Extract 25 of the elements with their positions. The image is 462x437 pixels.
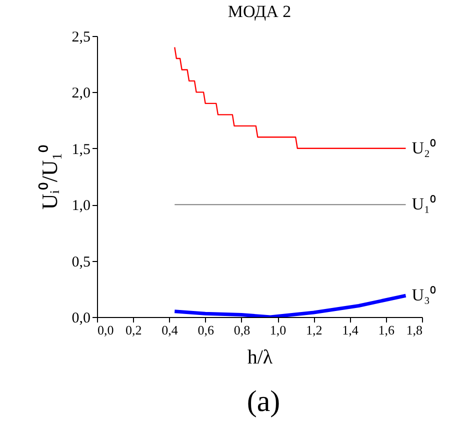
x-tick-label: 0,0: [98, 322, 114, 338]
line-series: [174, 46, 406, 149]
series-label: U₂⁰: [412, 138, 436, 158]
line-series: [172, 294, 408, 317]
y-tick-label: 2,5: [72, 30, 90, 46]
x-tick-label: 1,8: [406, 322, 422, 338]
x-axis-title: h/λ: [247, 346, 273, 368]
text: (a): [246, 385, 280, 418]
x-tick-label: 1,4: [342, 322, 359, 338]
y-tick-label: 0,5: [72, 254, 90, 270]
x-tick-label: 0,6: [198, 322, 214, 338]
series-label: U₁⁰: [412, 194, 436, 214]
series-label: U₃⁰: [412, 286, 436, 305]
x-tick-label: 1,6: [378, 322, 396, 338]
x-tick-label: 1,0: [270, 322, 286, 338]
x-tick-label: 0,8: [234, 322, 250, 338]
y-tick-label: 2,0: [72, 86, 90, 102]
y-tick-label: 0,0: [72, 310, 90, 326]
x-tick-label: 1,2: [306, 322, 322, 338]
y-tick-label: 1,0: [72, 198, 90, 214]
y-axis-title: Uᵢ⁰/U₁⁰: [36, 144, 62, 210]
y-tick-label: 1,5: [72, 142, 90, 158]
x-tick-label: 0,2: [125, 322, 142, 338]
x-tick-label: 0,4: [162, 322, 178, 338]
chart-title: МОДА 2: [228, 2, 292, 21]
